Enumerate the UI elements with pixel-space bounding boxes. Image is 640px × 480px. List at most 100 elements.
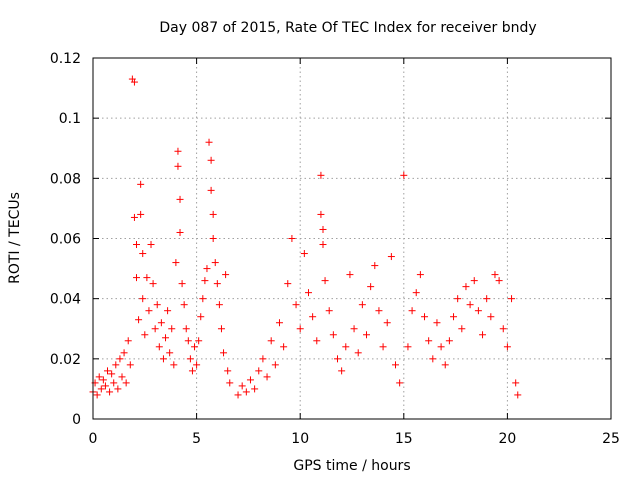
data-point	[133, 274, 141, 282]
data-point	[433, 319, 441, 327]
data-point	[371, 262, 379, 270]
y-axis-label: ROTI / TECUs	[7, 192, 23, 284]
data-point	[114, 385, 122, 393]
data-point	[209, 210, 217, 218]
data-point	[141, 331, 149, 339]
data-point	[474, 307, 482, 315]
data-point	[203, 265, 211, 273]
data-point	[313, 337, 321, 345]
data-point	[207, 156, 215, 164]
data-point	[354, 349, 362, 357]
data-point	[211, 259, 219, 267]
data-point	[309, 313, 317, 321]
data-point	[220, 349, 228, 357]
data-point	[251, 385, 259, 393]
data-point	[130, 78, 138, 86]
data-point	[429, 355, 437, 363]
data-point	[408, 307, 416, 315]
data-point	[176, 195, 184, 203]
data-point	[147, 241, 155, 249]
data-point	[425, 337, 433, 345]
data-point	[246, 376, 254, 384]
data-point	[217, 325, 225, 333]
data-point	[412, 289, 420, 297]
data-point	[441, 361, 449, 369]
data-point	[151, 325, 159, 333]
data-point	[458, 325, 466, 333]
y-tick-label: 0.08	[50, 171, 81, 187]
data-point	[139, 250, 147, 258]
data-point	[164, 307, 172, 315]
data-point	[182, 325, 190, 333]
data-point	[319, 225, 327, 233]
data-point	[108, 370, 116, 378]
chart-title: Day 087 of 2015, Rate Of TEC Index for r…	[159, 20, 536, 36]
data-point	[118, 373, 126, 381]
data-point	[116, 355, 124, 363]
data-point	[379, 343, 387, 351]
data-point	[350, 325, 358, 333]
data-point	[222, 271, 230, 279]
data-point	[255, 367, 263, 375]
data-point	[197, 313, 205, 321]
data-point	[226, 379, 234, 387]
data-point	[514, 391, 522, 399]
data-point	[338, 367, 346, 375]
data-point	[209, 235, 217, 242]
y-tick-label: 0.02	[50, 352, 81, 368]
data-point	[155, 343, 163, 351]
data-point	[149, 280, 157, 288]
data-point	[174, 162, 182, 170]
data-point	[404, 343, 412, 351]
grid-layer	[93, 58, 611, 419]
data-point	[143, 274, 151, 282]
data-point	[396, 379, 404, 387]
data-point	[454, 295, 462, 303]
data-point	[363, 331, 371, 339]
data-point	[184, 337, 192, 345]
data-point	[512, 379, 520, 387]
y-tick-label: 0.12	[50, 51, 81, 67]
data-point	[267, 337, 275, 345]
data-point	[199, 295, 207, 303]
data-point	[375, 307, 383, 315]
data-point	[387, 253, 395, 261]
data-point	[137, 180, 145, 188]
y-tick-label: 0	[72, 412, 81, 428]
x-tick-label: 20	[498, 431, 516, 447]
data-point	[304, 289, 312, 297]
data-point	[325, 307, 333, 315]
data-point	[437, 343, 445, 351]
data-point	[495, 277, 503, 285]
data-point	[159, 355, 167, 363]
data-point	[166, 349, 174, 357]
data-point	[367, 283, 375, 291]
data-point	[333, 355, 341, 363]
data-point	[400, 171, 408, 179]
data-point	[180, 301, 188, 309]
x-tick-label: 25	[602, 431, 620, 447]
data-point	[193, 361, 201, 369]
points-layer	[89, 75, 522, 399]
data-point	[238, 382, 246, 390]
data-point	[392, 361, 400, 369]
data-point	[466, 301, 474, 309]
data-point	[242, 388, 250, 396]
data-point	[93, 391, 101, 399]
data-point	[170, 361, 178, 369]
data-point	[319, 241, 327, 249]
data-point	[259, 355, 267, 363]
data-point	[172, 259, 180, 267]
data-point	[234, 391, 242, 399]
data-point	[300, 250, 308, 258]
data-point	[153, 301, 161, 309]
data-point	[462, 283, 470, 291]
data-point	[176, 228, 184, 236]
data-point	[191, 343, 199, 351]
data-point	[317, 210, 325, 218]
data-point	[135, 316, 143, 324]
ticks-layer: 0 5 10 15 20 25 0 0.02 0.04 0.06 0.08 0.1 0.12	[50, 51, 620, 447]
x-tick-label: 0	[89, 431, 98, 447]
data-point	[101, 382, 109, 390]
